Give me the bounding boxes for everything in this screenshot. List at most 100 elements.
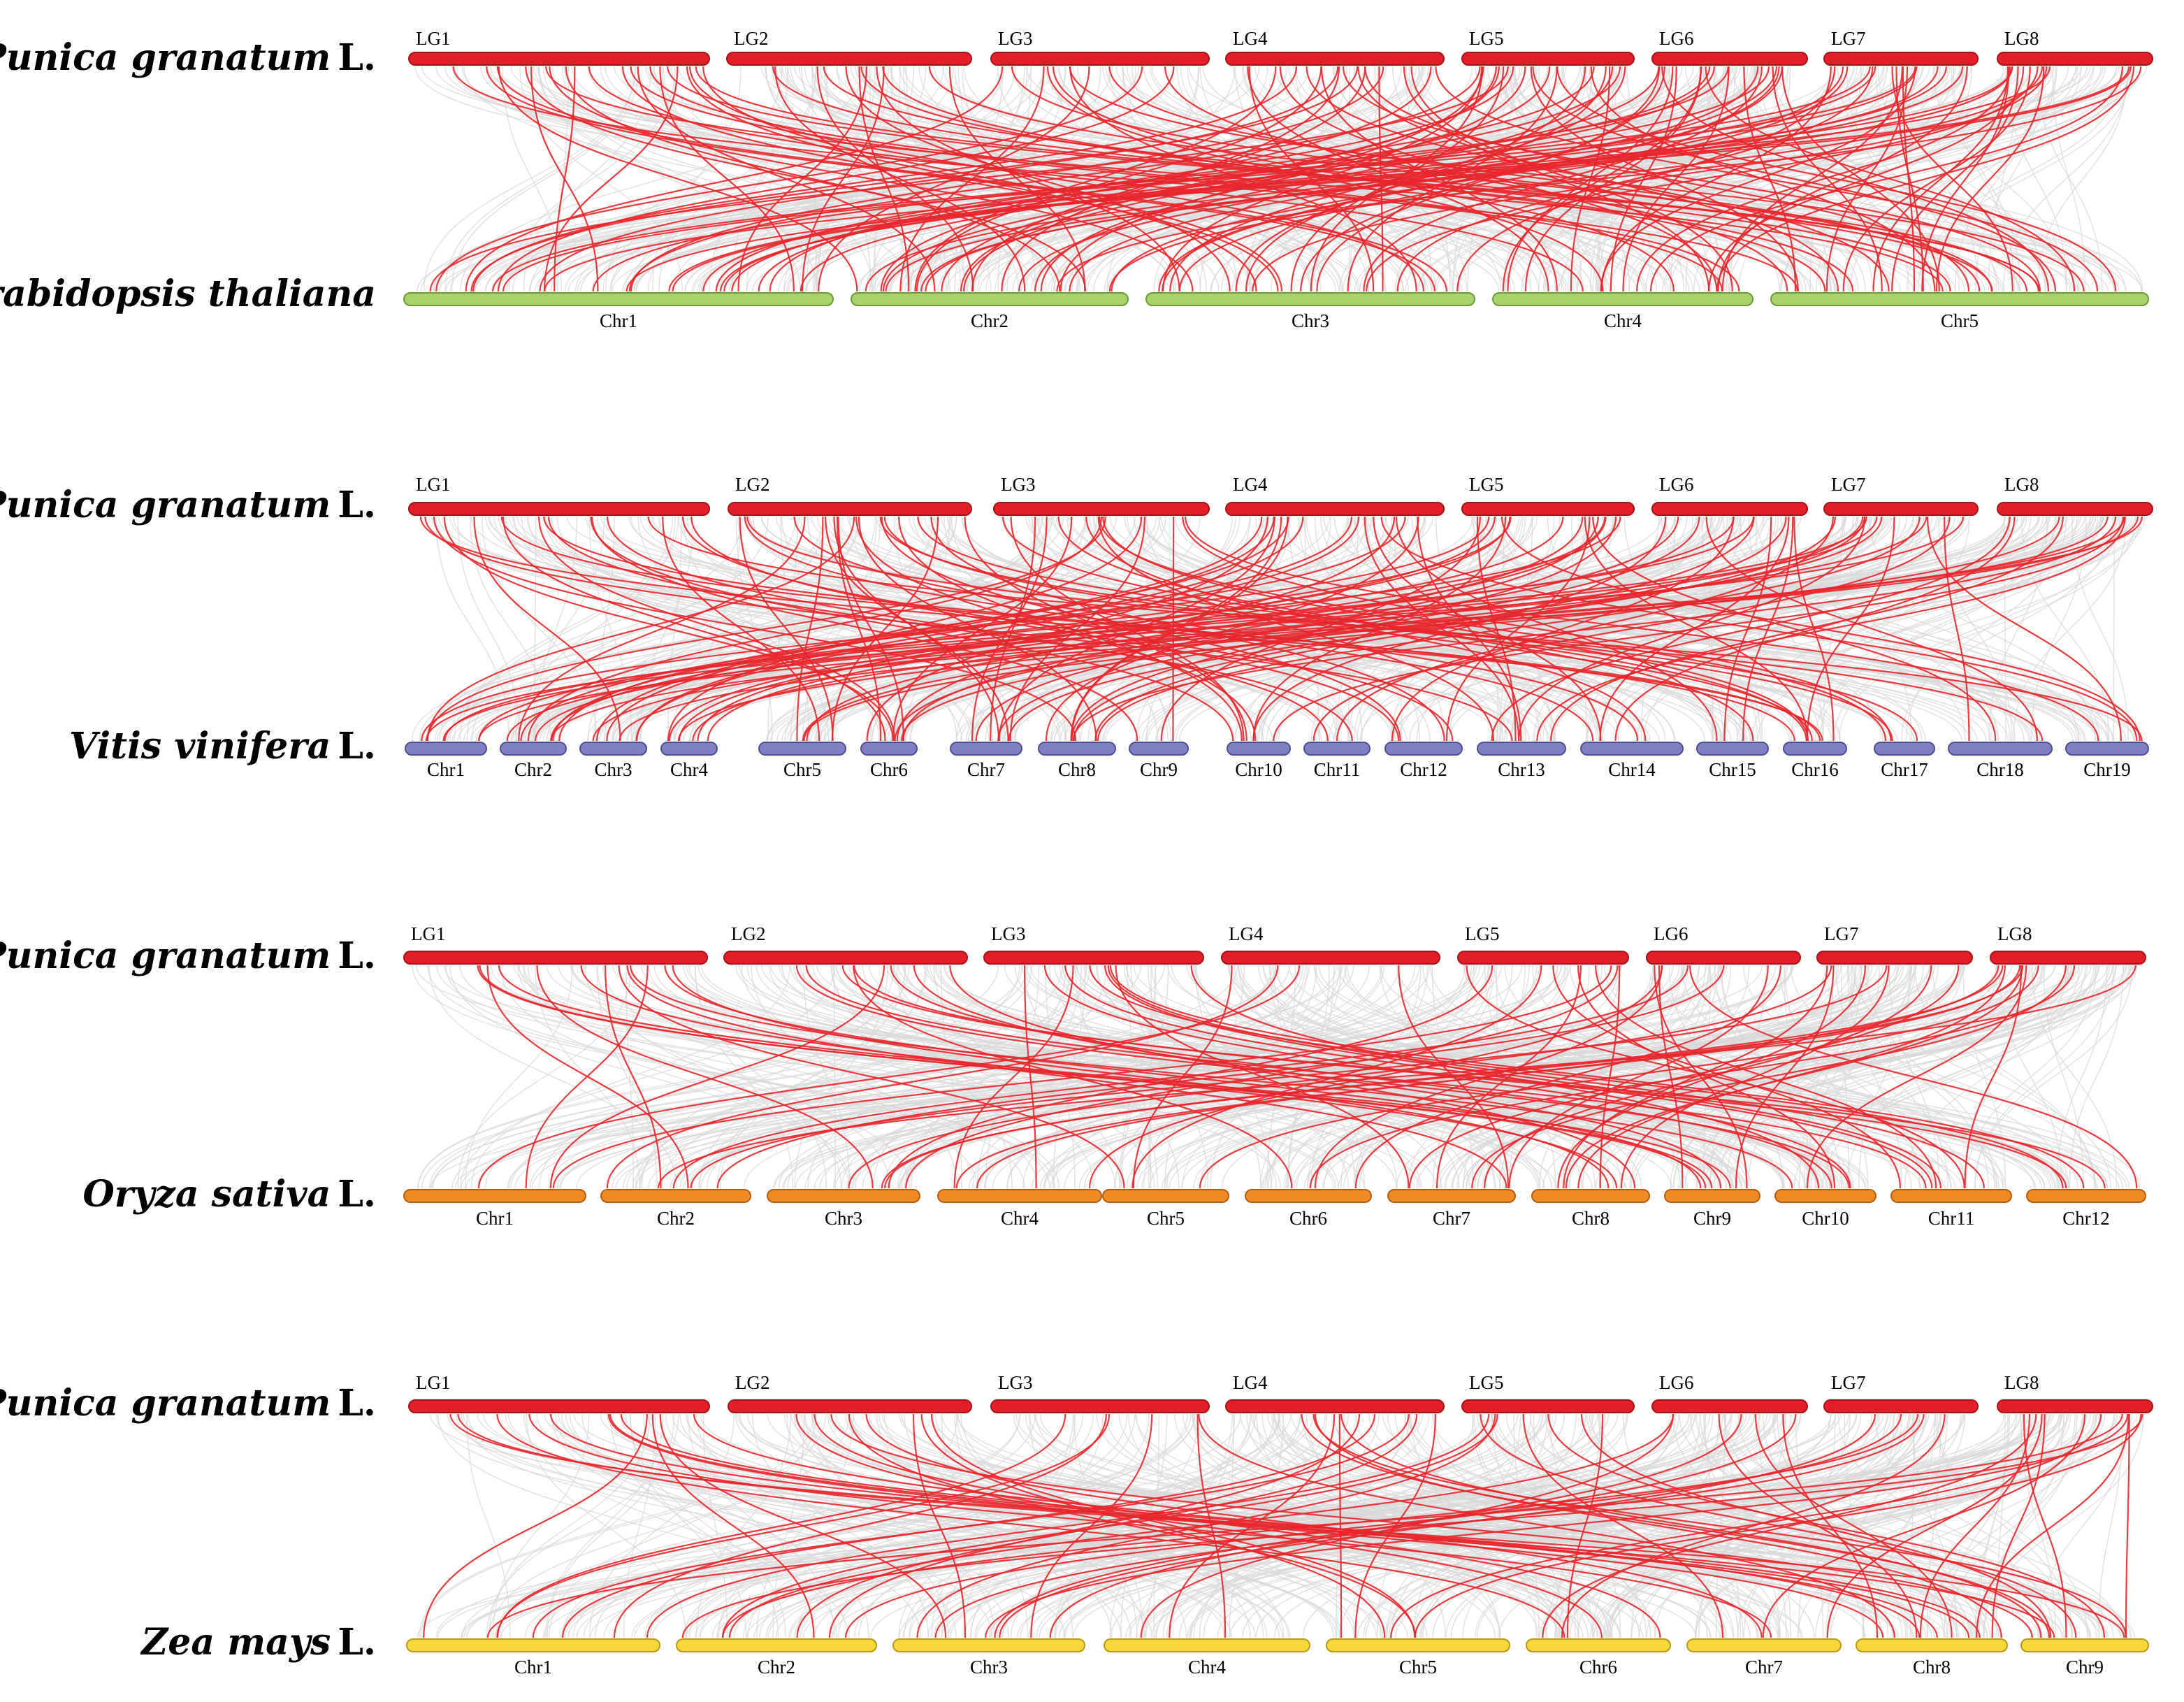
chromosome-bar-zea-chr7 — [1686, 1638, 1842, 1652]
chromosome-label-vitis: Chr2 — [514, 759, 552, 780]
chromosome-label-punica: LG8 — [2004, 28, 2039, 49]
background-link — [1815, 66, 1973, 292]
background-link — [551, 1413, 921, 1638]
syntenic-gene-pair-link — [1390, 1413, 2102, 1638]
syntenic-gene-pair-link — [896, 516, 1396, 742]
syntenic-gene-pair-link — [1396, 66, 1874, 292]
syntenic-gene-pair-link — [1009, 516, 1145, 742]
background-link — [749, 516, 1706, 742]
chromosome-label-punica: LG4 — [1233, 28, 1268, 49]
syntenic-gene-pair-link — [1309, 965, 2076, 1189]
background-link — [1141, 516, 1915, 742]
background-link — [1118, 1413, 1594, 1638]
syntenic-gene-pair-link — [1622, 66, 1730, 292]
background-link — [1275, 965, 1784, 1189]
background-link — [1479, 1413, 1708, 1638]
syntenic-gene-pair-link — [702, 66, 1711, 292]
background-link — [1039, 965, 2069, 1189]
background-link — [484, 965, 1028, 1189]
syntenic-gene-pair-link — [845, 1413, 1902, 1638]
background-link — [1822, 965, 2086, 1189]
syntenic-gene-pair-link — [607, 1413, 1884, 1638]
comparison-species-genus: Vitis vinifera — [69, 725, 331, 767]
background-link — [602, 965, 1039, 1189]
chromosome-bar-punica-lg2 — [726, 52, 972, 66]
background-link — [1571, 516, 1587, 742]
syntenic-gene-pair-link — [421, 516, 1490, 742]
syntenic-gene-pair-link — [837, 516, 904, 742]
background-link — [765, 66, 1020, 292]
syntenic-gene-pair-link — [498, 66, 858, 292]
background-link — [1502, 965, 2110, 1189]
syntenic-gene-pair-link — [465, 66, 1004, 292]
background-link — [466, 1413, 511, 1638]
chromosome-bar-vitis-chr2 — [500, 742, 567, 756]
syntenic-gene-pair-link — [477, 965, 1707, 1189]
background-link — [445, 965, 1025, 1189]
syntenic-gene-pair-link — [1435, 66, 2099, 292]
chromosome-bar-oryza-chr1 — [403, 1189, 586, 1203]
background-link — [835, 965, 1784, 1189]
chromosome-label-punica: LG5 — [1469, 28, 1504, 49]
syntenic-gene-pair-link — [1248, 66, 1375, 292]
background-link — [451, 965, 1343, 1189]
background-link — [463, 66, 1036, 292]
syntenic-gene-pair-link — [681, 516, 1454, 742]
background-link — [751, 1413, 930, 1638]
syntenic-gene-pair-link — [1069, 66, 2085, 292]
highlight-links — [477, 965, 2138, 1189]
syntenic-gene-pair-link — [722, 1413, 1919, 1638]
syntenic-gene-pair-link — [657, 965, 2136, 1189]
chromosome-label-vitis: Chr4 — [670, 759, 709, 780]
syntenic-gene-pair-link — [588, 66, 1584, 292]
syntenic-gene-pair-link — [739, 516, 834, 742]
background-link — [1640, 516, 1676, 742]
syntenic-gene-pair-link — [550, 516, 1512, 742]
background-link — [471, 516, 824, 742]
syntenic-gene-pair-link — [423, 1413, 648, 1638]
syntenic-gene-pair-link — [426, 516, 855, 742]
comparison-species-suffix: L. — [338, 1173, 376, 1216]
chromosome-bar-vitis-chr16 — [1783, 742, 1847, 756]
syntenic-gene-pair-link — [1762, 1413, 2086, 1638]
syntenic-gene-pair-link — [659, 1413, 947, 1638]
chromosome-label-punica: LG8 — [2004, 1372, 2039, 1393]
syntenic-gene-pair-link — [478, 516, 2143, 742]
syntenic-gene-pair-link — [723, 66, 1876, 292]
syntenic-gene-pair-link — [435, 66, 1143, 292]
syntenic-gene-pair-link — [497, 66, 1175, 292]
syntenic-gene-pair-link — [805, 965, 1927, 1189]
background-link — [612, 516, 1043, 742]
syntenic-gene-pair-link — [1235, 66, 1607, 292]
syntenic-gene-pair-link — [477, 965, 1301, 1189]
background-link — [947, 66, 1101, 292]
syntenic-gene-pair-link — [1806, 516, 1895, 742]
syntenic-gene-pair-link — [1089, 965, 2064, 1189]
chromosome-label-arabidopsis: Chr5 — [1941, 310, 1979, 331]
background-link — [1068, 516, 2082, 742]
chromosome-label-vitis: Chr9 — [1140, 759, 1178, 780]
background-link — [1563, 1413, 2115, 1638]
chromosome-bar-punica-lg3 — [990, 1399, 1210, 1413]
background-link — [1255, 1413, 1948, 1638]
background-link — [634, 516, 1167, 742]
background-link — [1684, 965, 2003, 1189]
chromosome-label-vitis: Chr12 — [1400, 759, 1447, 780]
chromosome-label-oryza: Chr10 — [1802, 1208, 1849, 1229]
syntenic-gene-pair-link — [1445, 516, 1591, 742]
comparison-species-suffix: L. — [338, 1621, 376, 1664]
background-link — [909, 1413, 1543, 1638]
chromosome-bar-oryza-chr5 — [1102, 1189, 1229, 1203]
syntenic-gene-pair-link — [1592, 516, 1997, 742]
syntenic-gene-pair-link — [1826, 1413, 2043, 1638]
chromosome-bar-punica-lg6 — [1651, 1399, 1808, 1413]
background-link — [1392, 516, 2146, 742]
syntenic-gene-pair-link — [916, 1413, 1496, 1638]
syntenic-gene-pair-link — [1600, 66, 1916, 292]
chromosome-bar-vitis-chr14 — [1580, 742, 1684, 756]
syntenic-gene-pair-link — [1518, 516, 1866, 742]
syntenic-gene-pair-link — [433, 516, 1077, 742]
chromosome-bar-vitis-chr13 — [1477, 742, 1566, 756]
background-link — [673, 516, 934, 742]
background-link — [670, 516, 876, 742]
